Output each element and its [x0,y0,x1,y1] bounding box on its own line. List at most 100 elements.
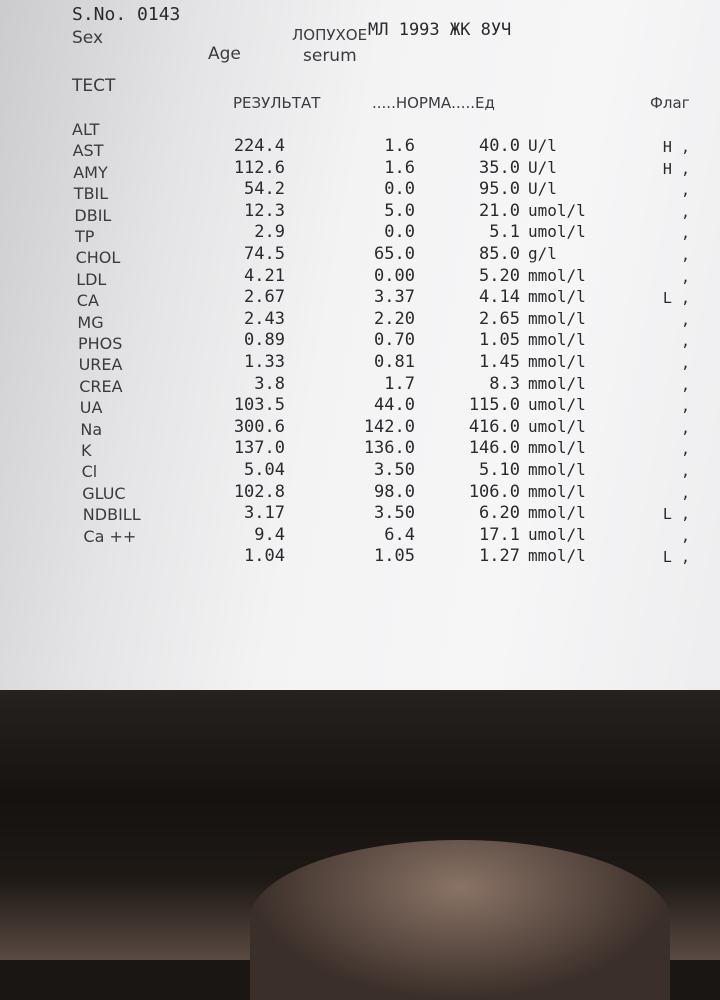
norm-column-header: .....НОРМА.....Ед [372,94,495,112]
result-value: 74.5 [244,244,285,264]
norm-low: 0.81 [374,352,415,372]
result-value: 1.33 [244,352,285,372]
unit: mmol/l [528,503,586,523]
result-value: 300.6 [233,416,285,437]
test-name: Cl [81,462,98,482]
flag: L , [662,505,690,524]
flag: H , [662,138,690,156]
norm-high: 8.3 [489,373,520,394]
flag: , [680,267,690,286]
test-name: ALT [72,120,100,139]
flag: , [680,202,690,221]
norm-high: 95.0 [479,179,520,200]
background-knee [250,840,670,1000]
norm-high: 4.14 [479,287,520,308]
norm-high: 17.1 [479,524,520,545]
test-name: NDBILL [82,505,141,525]
result-value: 103.5 [233,395,285,416]
sex-label: Sex [72,28,104,48]
unit: U/l [528,157,557,177]
flag: , [680,310,690,329]
unit: g/l [528,244,557,263]
norm-low: 44.0 [374,395,415,416]
norm-high: 416.0 [468,416,520,437]
test-name: Na [80,419,103,439]
norm-low: 0.70 [374,330,415,351]
unit: mmol/l [528,287,586,307]
norm-low: 0.00 [374,265,415,286]
result-value: 112.6 [233,157,285,178]
norm-high: 5.1 [489,222,520,243]
unit: umol/l [528,416,586,436]
test-name: AST [72,141,104,161]
norm-high: 115.0 [468,395,520,416]
flag: , [680,181,690,200]
result-value: 2.9 [254,222,285,243]
norm-high: 21.0 [479,200,520,221]
norm-low: 65.0 [374,244,415,264]
result-value: 0.89 [244,330,285,351]
norm-high: 146.0 [468,438,520,459]
norm-low: 1.6 [384,136,415,156]
unit: umol/l [528,222,586,242]
flag: , [680,375,690,394]
patient-name: ЛОПУХОЕ [292,26,368,44]
norm-low: 5.0 [384,200,415,221]
norm-high: 35.0 [479,157,520,178]
norm-low: 3.50 [374,503,415,524]
test-name: UA [79,398,103,418]
norm-high: 5.10 [479,460,520,480]
norm-high: 85.0 [479,244,520,264]
test-name: UREA [78,355,123,375]
result-value: 224.4 [233,136,285,156]
test-name: LDL [76,269,107,289]
unit: U/l [528,136,557,155]
norm-high: 106.0 [468,481,520,502]
result-value: 2.43 [244,308,285,329]
age-label: Age [208,44,241,64]
norm-high: 40.0 [479,136,520,156]
flag: , [680,332,690,351]
flag: L , [662,548,690,567]
flag: , [680,440,690,459]
norm-low: 6.4 [384,524,415,545]
unit: U/l [528,179,557,199]
result-value: 9.4 [254,524,285,545]
flag: , [680,462,690,480]
unit: umol/l [528,395,586,415]
norm-low: 0.0 [384,179,415,200]
flag-column-header: Флаг [650,94,690,112]
result-value: 4.21 [244,265,285,286]
test-name: CHOL [75,248,121,268]
flag: , [680,246,690,264]
norm-high: 6.20 [479,503,520,524]
result-value: 102.8 [233,481,285,502]
result-value: 3.8 [254,373,285,394]
test-name: TBIL [73,184,109,204]
result-value: 5.04 [244,460,285,480]
test-name: MG [77,312,104,332]
test-name: Ca ++ [83,526,137,546]
norm-low: 3.37 [374,287,415,308]
norm-high: 2.65 [479,308,520,329]
unit: mmol/l [528,460,586,479]
norm-high: 1.27 [479,546,520,567]
flag: H , [662,159,690,178]
norm-high: 5.20 [479,265,520,286]
flag: , [680,418,690,437]
norm-low: 142.0 [363,416,415,437]
patient-info: МЛ 1993 ЖК 8УЧ [368,20,512,40]
unit: mmol/l [528,308,586,328]
norm-low: 98.0 [374,481,415,502]
norm-high: 1.05 [479,330,520,351]
result-value: 12.3 [244,200,285,221]
norm-low: 136.0 [363,438,415,459]
flag: , [680,483,690,502]
result-value: 54.2 [244,179,285,200]
unit: mmol/l [528,330,586,350]
norm-low: 1.6 [384,157,415,178]
norm-high: 1.45 [479,352,520,372]
unit: mmol/l [528,352,586,371]
norm-low: 2.20 [374,308,415,329]
test-name: DBIL [74,205,112,225]
